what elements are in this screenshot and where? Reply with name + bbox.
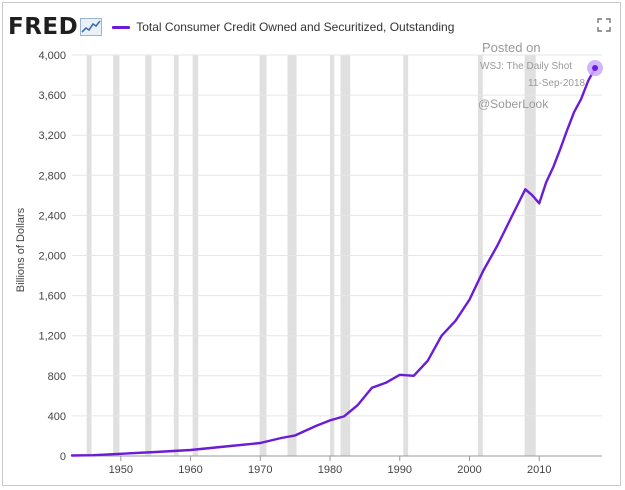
y-tick-label: 3,200 (38, 130, 66, 142)
y-tick-label: 1,200 (38, 331, 66, 343)
y-tick-label: 3,600 (38, 90, 66, 102)
x-tick-label: 1950 (109, 464, 133, 476)
y-tick-label: 4,000 (38, 50, 66, 62)
y-tick-label: 2,000 (38, 251, 66, 263)
end-point-marker (592, 65, 598, 71)
y-tick-label: 400 (48, 411, 66, 423)
x-tick-label: 1980 (318, 464, 342, 476)
y-tick-label: 800 (48, 371, 66, 383)
y-tick-label: 2,800 (38, 170, 66, 182)
watermark-posted: Posted on (482, 40, 541, 55)
y-tick-label: 1,600 (38, 291, 66, 303)
watermark-source: WSJ: The Daily Shot (480, 61, 572, 72)
y-tick-label: 2,400 (38, 210, 66, 222)
x-tick-label: 1970 (248, 464, 272, 476)
y-tick-label: 0 (60, 451, 66, 463)
x-tick-label: 1990 (388, 464, 412, 476)
watermark-date: 11-Sep-2018 (528, 78, 585, 89)
watermark-handle: @SoberLook (478, 97, 548, 111)
x-tick-label: 2010 (527, 464, 551, 476)
x-tick-label: 2000 (457, 464, 481, 476)
x-tick-label: 1960 (178, 464, 202, 476)
